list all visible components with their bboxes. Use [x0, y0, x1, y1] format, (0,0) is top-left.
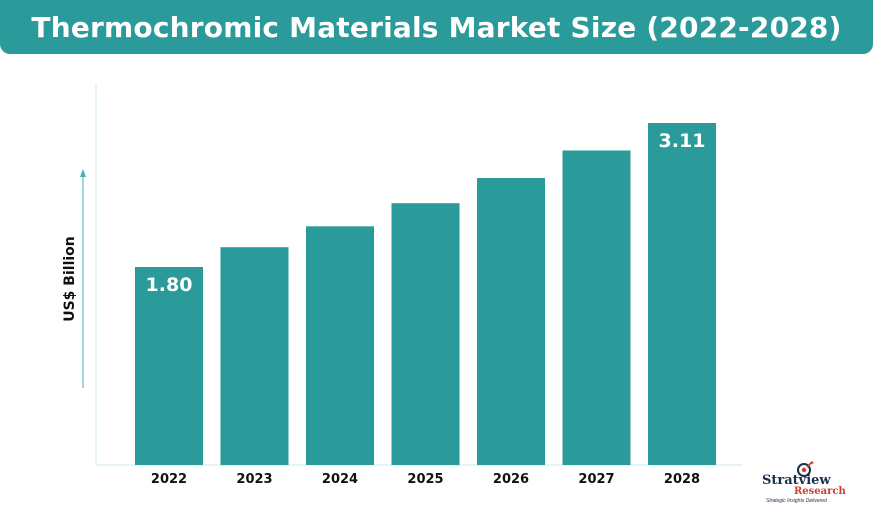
y-axis-arrow-icon: [80, 169, 86, 388]
bar-2028: [648, 123, 716, 465]
logo-sub: Research: [794, 486, 846, 497]
chart-title: Thermochromic Materials Market Size (202…: [31, 10, 842, 44]
x-tick-label: 2024: [322, 472, 358, 487]
bar-2025: [391, 203, 460, 465]
y-axis-label: US$ Billion: [62, 236, 78, 322]
bar-2027: [562, 150, 631, 465]
bar-2023: [220, 247, 289, 465]
x-tick-label: 2028: [664, 472, 700, 487]
data-label-2022: 1.80: [146, 274, 193, 296]
x-tick-label: 2025: [407, 472, 443, 487]
bar-2026: [477, 178, 545, 465]
stratview-logo: Stratview Research Strategic Insights De…: [756, 459, 861, 504]
bars-group: [135, 123, 716, 465]
data-labels: 1.80 3.11: [146, 130, 706, 296]
logo-tagline: Strategic Insights Delivered: [766, 498, 827, 504]
data-label-2028: 3.11: [659, 130, 706, 152]
logo-name: Stratview: [762, 473, 831, 488]
x-tick-label: 2023: [236, 472, 272, 487]
x-tick-label: 2027: [578, 472, 614, 487]
magnifier-target-icon: [797, 461, 814, 477]
bar-2024: [306, 226, 374, 465]
x-tick-label: 2026: [493, 472, 529, 487]
bar-2022: [135, 267, 203, 465]
title-banner: Thermochromic Materials Market Size (202…: [0, 0, 873, 54]
x-tick-labels: 2022 2023 2024 2025 2026 2027 2028: [151, 472, 700, 487]
x-tick-label: 2022: [151, 472, 187, 487]
